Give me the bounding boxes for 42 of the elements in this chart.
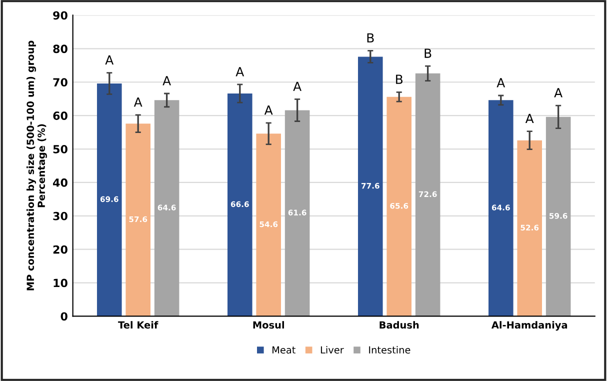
y-tick-label: 20 bbox=[53, 245, 68, 254]
legend-label: Liver bbox=[320, 346, 344, 354]
annotation: A bbox=[134, 98, 142, 107]
y-tick-label: 90 bbox=[53, 11, 68, 20]
y-tick-label: 10 bbox=[54, 278, 68, 288]
legend-label: Meat bbox=[272, 346, 296, 354]
y-tick-label: 40 bbox=[53, 178, 68, 187]
bar bbox=[415, 73, 440, 316]
annotation: B bbox=[396, 74, 403, 84]
bar bbox=[546, 116, 571, 316]
bar bbox=[488, 100, 514, 316]
annotation: A bbox=[496, 78, 506, 88]
bar bbox=[126, 124, 150, 316]
bar bbox=[358, 56, 383, 316]
bar bbox=[227, 93, 252, 316]
bar bbox=[256, 134, 281, 316]
bar bbox=[386, 96, 412, 316]
y-tick-label: 0 bbox=[60, 312, 68, 321]
y-tick-label: 30 bbox=[53, 212, 68, 220]
bar bbox=[154, 100, 180, 316]
y-tick-label: 70 bbox=[53, 78, 68, 87]
annotation: A bbox=[236, 67, 244, 76]
y-tick-label: 80 bbox=[53, 44, 68, 54]
bar bbox=[96, 83, 122, 316]
annotation: A bbox=[105, 55, 114, 65]
x-tick-label: Badush bbox=[380, 321, 419, 329]
y-axis-title: MP concentration by size (500-100 um) group Percentage (%) bbox=[26, 40, 47, 290]
annotation: B bbox=[367, 33, 374, 42]
bar bbox=[517, 140, 542, 316]
annotation: A bbox=[162, 76, 171, 86]
y-tick-label: 50 bbox=[53, 144, 68, 154]
annotation: A bbox=[525, 114, 534, 124]
annotation: A bbox=[264, 106, 273, 115]
annotation: A bbox=[554, 88, 562, 98]
x-tick-label: Al-Hamdaniya bbox=[491, 321, 568, 331]
x-tick-label: Tel Keif bbox=[118, 321, 158, 329]
bar bbox=[284, 110, 310, 316]
annotation: B bbox=[424, 48, 432, 58]
annotation: A bbox=[293, 82, 302, 91]
x-tick-label: Mosul bbox=[253, 321, 284, 329]
y-tick-label: 60 bbox=[53, 112, 68, 120]
legend-label: Intestine bbox=[369, 346, 410, 354]
